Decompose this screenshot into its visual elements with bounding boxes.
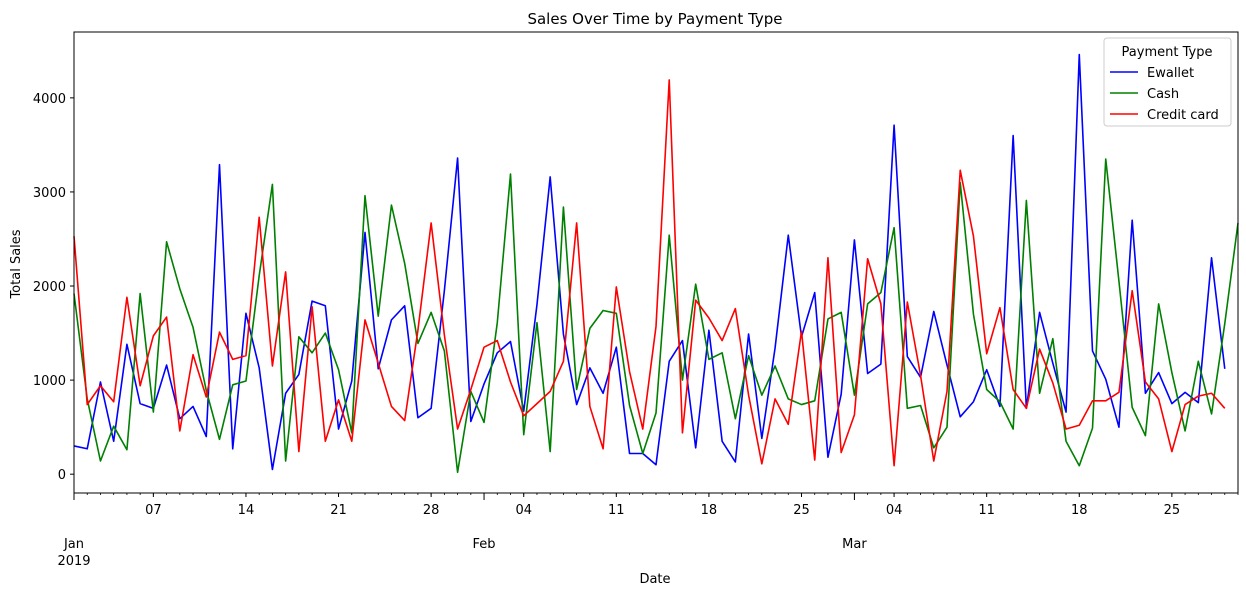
x-month-label: Jan [63,537,84,552]
x-week-label: 18 [1071,503,1088,518]
x-week-label: 18 [701,503,718,518]
legend: Payment Type Ewallet Cash Credit card [1103,37,1232,127]
y-tick-label: 3000 [33,186,66,201]
y-tick-label: 2000 [33,280,66,295]
x-ticks: 07 14 21 28 04 11 18 25 04 11 18 25 Jan 2019 Feb Mar [57,493,1239,569]
x-week-label: 04 [886,503,903,518]
x-week-label: 11 [608,503,625,518]
plot-frame [73,31,1239,494]
legend-label-credit-card: Credit card [1147,108,1219,123]
series-line-cash [73,158,1239,474]
x-week-label: 07 [145,503,162,518]
x-week-label: 25 [1164,503,1181,518]
x-week-label: 14 [238,503,255,518]
y-tick-label: 0 [58,468,66,483]
legend-box [1103,37,1232,127]
x-year-label: 2019 [57,554,90,569]
x-axis-label: Date [639,572,670,587]
legend-label-ewallet: Ewallet [1147,66,1194,81]
legend-items: Ewallet Cash Credit card [1110,66,1219,123]
y-axis-label: Total Sales [9,229,24,299]
y-ticks: 0 1000 2000 3000 4000 [33,92,74,483]
x-month-label: Mar [842,537,867,552]
y-tick-label: 1000 [33,374,66,389]
series-line-credit-card [73,79,1226,467]
plot-lines [73,53,1239,474]
legend-title: Payment Type [1122,45,1213,60]
x-week-label: 21 [330,503,347,518]
legend-label-cash: Cash [1147,87,1179,102]
chart-title: Sales Over Time by Payment Type [527,10,782,28]
x-week-label: 28 [423,503,440,518]
x-week-label: 04 [515,503,532,518]
series-line-ewallet [73,53,1226,471]
y-tick-label: 4000 [33,92,66,107]
x-week-label: 11 [978,503,995,518]
x-week-label: 25 [793,503,810,518]
x-month-label: Feb [473,537,496,552]
